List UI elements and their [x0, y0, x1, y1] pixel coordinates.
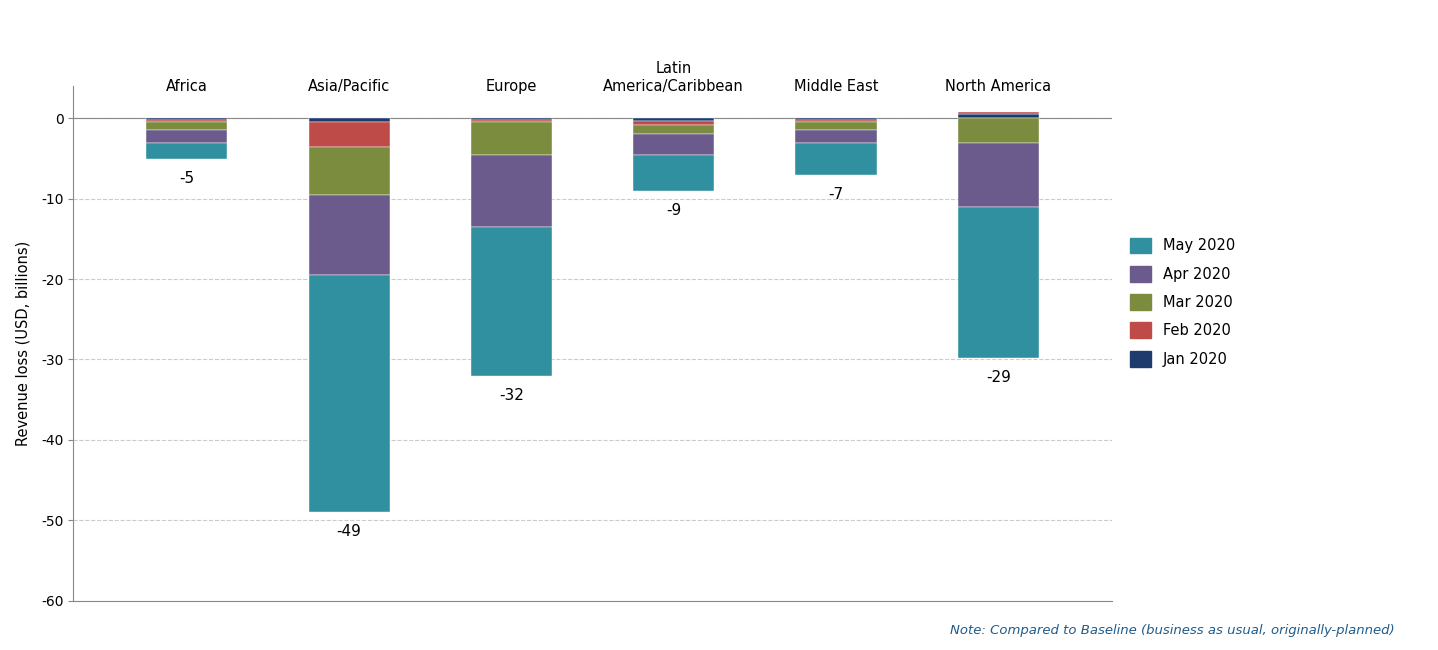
Bar [147, 131, 227, 142]
Bar [633, 125, 715, 135]
Bar [795, 142, 877, 175]
Text: -32: -32 [499, 387, 523, 402]
Bar [147, 122, 227, 131]
Bar [470, 155, 552, 227]
Text: Europe: Europe [486, 79, 538, 94]
Bar [795, 118, 877, 120]
Bar [795, 120, 877, 122]
Bar [470, 227, 552, 376]
Text: -9: -9 [666, 203, 682, 218]
Text: Africa: Africa [165, 79, 209, 94]
Text: Middle East: Middle East [794, 79, 879, 94]
Bar [309, 122, 390, 146]
Bar [958, 207, 1038, 358]
Bar [795, 122, 877, 131]
Y-axis label: Revenue loss (USD, billions): Revenue loss (USD, billions) [14, 240, 30, 446]
Bar [470, 118, 552, 120]
Bar [958, 118, 1038, 142]
Text: -5: -5 [180, 171, 194, 186]
Legend: May 2020, Apr 2020, Mar 2020, Feb 2020, Jan 2020: May 2020, Apr 2020, Mar 2020, Feb 2020, … [1129, 237, 1235, 367]
Bar [633, 135, 715, 155]
Bar [309, 195, 390, 275]
Text: Note: Compared to Baseline (business as usual, originally-planned): Note: Compared to Baseline (business as … [951, 624, 1395, 637]
Text: -29: -29 [986, 370, 1011, 385]
Text: North America: North America [945, 79, 1051, 94]
Bar [470, 120, 552, 122]
Bar [309, 275, 390, 512]
Text: Asia/Pacific: Asia/Pacific [308, 79, 390, 94]
Bar [795, 131, 877, 142]
Bar [147, 142, 227, 159]
Bar [633, 121, 715, 125]
Bar [958, 142, 1038, 207]
Bar [633, 118, 715, 121]
Bar [147, 118, 227, 120]
Bar [470, 122, 552, 155]
Text: -49: -49 [336, 524, 361, 539]
Bar [309, 118, 390, 122]
Text: -7: -7 [828, 187, 844, 202]
Bar [309, 146, 390, 195]
Text: Latin
America/Caribbean: Latin America/Caribbean [604, 60, 743, 94]
Bar [633, 155, 715, 190]
Bar [958, 114, 1038, 118]
Bar [147, 120, 227, 122]
Bar [958, 112, 1038, 114]
